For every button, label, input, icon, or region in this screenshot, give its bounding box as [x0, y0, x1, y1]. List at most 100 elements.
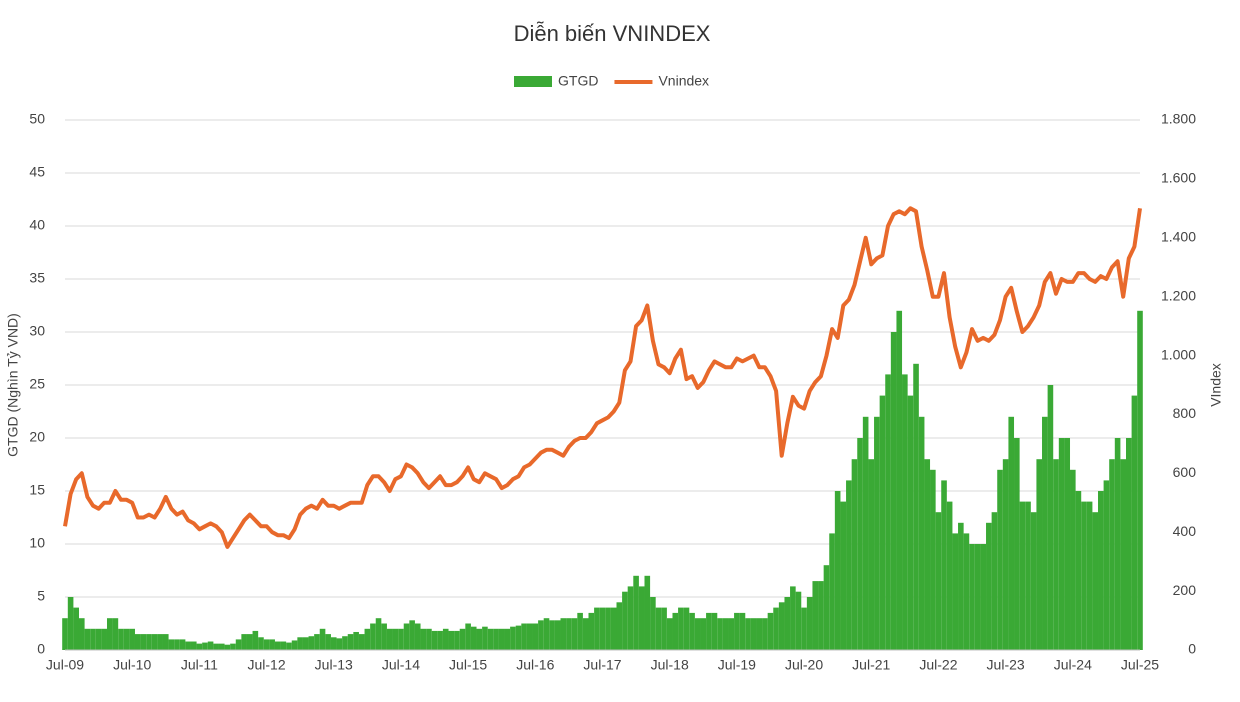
- bar: [622, 591, 628, 650]
- legend-label: Vnindex: [658, 73, 709, 89]
- bar: [711, 612, 718, 650]
- bar: [482, 626, 488, 650]
- bar: [924, 459, 931, 650]
- bar: [868, 459, 875, 650]
- x-tick-label: Jul-21: [852, 657, 890, 673]
- bar: [958, 522, 964, 650]
- bar: [773, 607, 779, 650]
- bar: [823, 565, 830, 650]
- bar: [874, 416, 880, 650]
- bar: [762, 618, 768, 650]
- bar: [134, 634, 141, 650]
- y-axis-title: GTGD (Nghìn Tỷ VND): [5, 313, 21, 457]
- bar: [431, 630, 438, 650]
- bar: [935, 512, 942, 650]
- x-tick-label: Jul-12: [247, 657, 285, 673]
- bar: [907, 395, 914, 650]
- bar: [806, 597, 813, 650]
- bar: [655, 607, 662, 650]
- bar: [112, 618, 119, 650]
- bar: [314, 634, 320, 650]
- bar: [398, 628, 404, 650]
- bar: [118, 628, 124, 650]
- bar: [375, 618, 382, 650]
- bar: [683, 607, 690, 650]
- x-tick-label: Jul-17: [583, 657, 621, 673]
- legend-label: GTGD: [558, 73, 598, 89]
- y-tick-label: 20: [29, 429, 45, 445]
- bar: [549, 620, 555, 650]
- bar: [364, 628, 371, 650]
- bar: [246, 634, 253, 650]
- bar: [610, 607, 617, 650]
- bar: [286, 642, 292, 650]
- bar: [1047, 385, 1054, 650]
- bar: [666, 618, 673, 650]
- bar: [963, 533, 970, 650]
- bar: [67, 597, 74, 650]
- chart-title: Diễn biến VNINDEX: [514, 21, 711, 46]
- bar: [678, 607, 684, 650]
- bar: [756, 618, 763, 650]
- bar: [319, 628, 326, 650]
- bar: [347, 634, 354, 650]
- bar: [409, 620, 415, 650]
- bar: [179, 639, 186, 650]
- bar: [465, 623, 471, 650]
- bar: [1086, 501, 1093, 650]
- bar: [342, 636, 348, 650]
- bar: [1025, 501, 1031, 650]
- bar: [997, 469, 1003, 650]
- bar: [442, 628, 449, 650]
- bar: [588, 612, 595, 650]
- bar: [129, 628, 135, 650]
- line: [63, 206, 1142, 549]
- x-tick-label: Jul-11: [181, 657, 218, 673]
- bar: [1120, 459, 1127, 650]
- bar: [302, 637, 309, 650]
- bar: [902, 374, 908, 650]
- bar: [706, 612, 712, 650]
- y-tick-label: 40: [29, 217, 45, 233]
- bar: [504, 628, 511, 650]
- x-tick-label: Jul-10: [113, 657, 151, 673]
- bar: [202, 642, 208, 650]
- bar: [392, 628, 399, 650]
- legend-swatch: [514, 76, 552, 87]
- bar: [566, 618, 572, 650]
- bar: [554, 620, 561, 650]
- bar: [538, 620, 544, 650]
- bar: [123, 628, 130, 650]
- bar: [846, 480, 852, 650]
- bar: [605, 607, 611, 650]
- bar: [661, 607, 667, 650]
- bar: [1126, 438, 1132, 650]
- bar: [857, 438, 863, 650]
- bar: [487, 628, 494, 650]
- bar: [414, 623, 421, 650]
- bar: [694, 618, 701, 650]
- y-tick-label: 30: [29, 323, 45, 339]
- y-tick-label: 0: [37, 641, 45, 657]
- bar: [851, 459, 858, 650]
- bar: [381, 623, 387, 650]
- bar: [190, 641, 197, 650]
- bar: [1070, 469, 1076, 650]
- bar: [218, 643, 225, 650]
- bar: [493, 628, 499, 650]
- bar: [1114, 438, 1121, 650]
- bar: [325, 634, 331, 650]
- bar: [739, 612, 746, 650]
- bar: [95, 628, 102, 650]
- bar: [1002, 459, 1009, 650]
- bar: [498, 628, 505, 650]
- y2-tick-label: 400: [1173, 523, 1197, 539]
- bar: [1053, 459, 1059, 650]
- bar: [745, 618, 751, 650]
- bar: [62, 618, 68, 650]
- y2-tick-label: 0: [1188, 641, 1196, 657]
- bar: [470, 626, 477, 650]
- bar: [790, 586, 796, 650]
- bar: [459, 628, 466, 650]
